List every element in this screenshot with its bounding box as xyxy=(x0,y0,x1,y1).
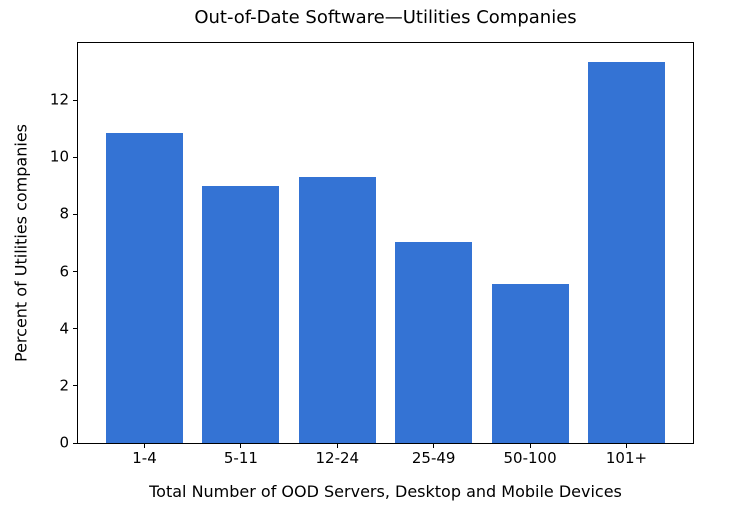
y-tick-label: 6 xyxy=(59,262,69,281)
x-tick-mark xyxy=(336,444,338,448)
bar xyxy=(491,284,569,443)
x-tick-mark xyxy=(240,444,242,448)
y-tick-mark xyxy=(73,213,77,215)
x-tick-label: 25-49 xyxy=(411,449,456,467)
y-tick-label: 10 xyxy=(49,147,69,166)
plot-area: 0 2 4 6 8 10 12 1-4 5-11 12-24 25-49 50-100 101+ xyxy=(50,42,694,466)
x-tick-label: 101+ xyxy=(605,449,648,467)
x-tick-mark xyxy=(433,444,435,448)
bar xyxy=(202,185,280,443)
bar xyxy=(298,177,376,443)
x-tick-label: 12-24 xyxy=(315,449,360,467)
y-tick-label: 2 xyxy=(59,376,69,395)
y-tick-label: 12 xyxy=(49,90,69,109)
y-tick-mark xyxy=(73,442,77,444)
x-tick-mark xyxy=(625,444,627,448)
x-tick-label: 50-100 xyxy=(503,449,557,467)
y-axis-label: Percent of Utilities companies xyxy=(11,124,31,362)
y-tick-mark xyxy=(73,271,77,273)
x-tick-mark xyxy=(144,444,145,448)
y-tick-label: 0 xyxy=(59,433,69,452)
x-tick-label: 1-4 xyxy=(132,449,157,467)
y-tick-mark xyxy=(73,156,77,158)
x-tick-mark xyxy=(529,444,531,448)
y-tick-label: 8 xyxy=(59,204,69,223)
y-tick-mark xyxy=(73,328,77,330)
y-tick-mark xyxy=(73,385,77,387)
x-tick-label: 5-11 xyxy=(223,449,258,467)
y-tick-mark xyxy=(73,99,77,101)
bar xyxy=(587,61,666,443)
chart-title: Out-of-Date Software—Utilities Companies xyxy=(194,7,577,28)
y-tick-label: 4 xyxy=(59,319,69,338)
bar xyxy=(395,241,473,443)
bar xyxy=(105,133,184,443)
x-axis-label: Total Number of OOD Servers, Desktop and… xyxy=(149,482,622,501)
